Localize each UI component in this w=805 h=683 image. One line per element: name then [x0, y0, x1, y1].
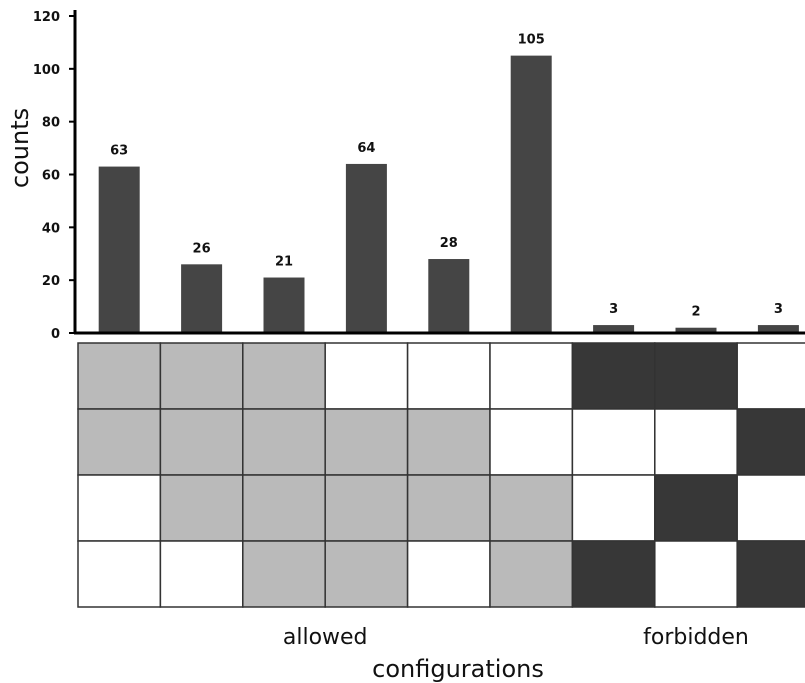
matrix-cell [489, 408, 574, 476]
matrix-cell [736, 408, 805, 476]
bar [510, 55, 552, 333]
matrix-cell [77, 474, 162, 542]
matrix-cell [324, 342, 409, 410]
bar-value-label: 3 [774, 302, 783, 317]
y-axis-title: counts [6, 108, 34, 188]
matrix-cell [654, 540, 738, 608]
bar [98, 166, 140, 333]
matrix-cell [571, 540, 656, 608]
bar-value-label: 2 [691, 305, 700, 320]
bar [757, 325, 799, 333]
bar [675, 327, 717, 333]
data-labels: 63 26 21 64 28 105 3 2 3 [110, 33, 783, 320]
bar-value-label: 3 [609, 302, 618, 317]
matrix-cell [406, 540, 491, 608]
matrix-cell [324, 540, 409, 608]
bar [181, 264, 223, 333]
matrix-cell [159, 540, 244, 608]
bar-value-label: 63 [110, 144, 128, 159]
group-label: allowed [283, 625, 368, 650]
y-tick-label: 120 [33, 10, 60, 25]
matrix-cell [406, 408, 491, 476]
matrix-cell [159, 474, 244, 542]
matrix-cell [654, 474, 738, 542]
matrix-cell [571, 342, 656, 410]
matrix-cell [242, 342, 326, 410]
matrix-cell [489, 474, 574, 542]
bar-value-label: 21 [275, 255, 293, 270]
matrix-cell [736, 474, 805, 542]
bar-value-label: 26 [193, 241, 211, 256]
matrix-cell [77, 408, 162, 476]
y-tick-label: 0 [51, 327, 60, 342]
y-tick-label: 100 [33, 63, 60, 78]
matrix-cell [654, 342, 738, 410]
matrix-cell [489, 342, 574, 410]
bar-value-label: 64 [357, 141, 375, 156]
matrix-cell [406, 342, 491, 410]
group-labels: allowed forbidden [283, 625, 749, 650]
y-tick-label: 40 [42, 221, 60, 236]
matrix-cell [159, 408, 244, 476]
matrix-cell [324, 408, 409, 476]
matrix-cell [736, 540, 805, 608]
matrix-cell [77, 540, 162, 608]
y-tick-label: 80 [42, 116, 60, 131]
bar [345, 163, 387, 333]
matrix-cell [242, 474, 326, 542]
bar [593, 325, 635, 333]
matrix-cell [654, 408, 738, 476]
x-axis-title: configurations [372, 655, 544, 683]
matrix-cell [242, 540, 326, 608]
matrix-cell [242, 408, 326, 476]
y-axis-ticks: 0 20 40 60 80 100 120 [33, 10, 75, 342]
matrix-cell [571, 408, 656, 476]
matrix-cell [489, 540, 574, 608]
bars [98, 55, 799, 333]
bar [263, 277, 305, 333]
group-label: forbidden [643, 625, 749, 650]
y-tick-label: 20 [42, 274, 60, 289]
matrix-cell [159, 342, 244, 410]
bar-value-label: 105 [518, 33, 545, 48]
y-tick-label: 60 [42, 169, 60, 184]
matrix-cell [406, 474, 491, 542]
matrix-cell [571, 474, 656, 542]
bar [428, 259, 470, 333]
matrix-cell [324, 474, 409, 542]
matrix-cell [736, 342, 805, 410]
matrix-cell [77, 342, 162, 410]
bar-value-label: 28 [440, 236, 458, 251]
configuration-matrix [77, 342, 805, 608]
